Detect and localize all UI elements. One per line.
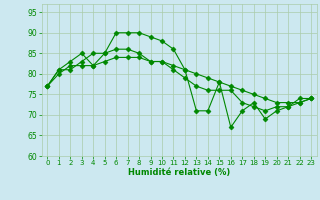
X-axis label: Humidité relative (%): Humidité relative (%)	[128, 168, 230, 177]
